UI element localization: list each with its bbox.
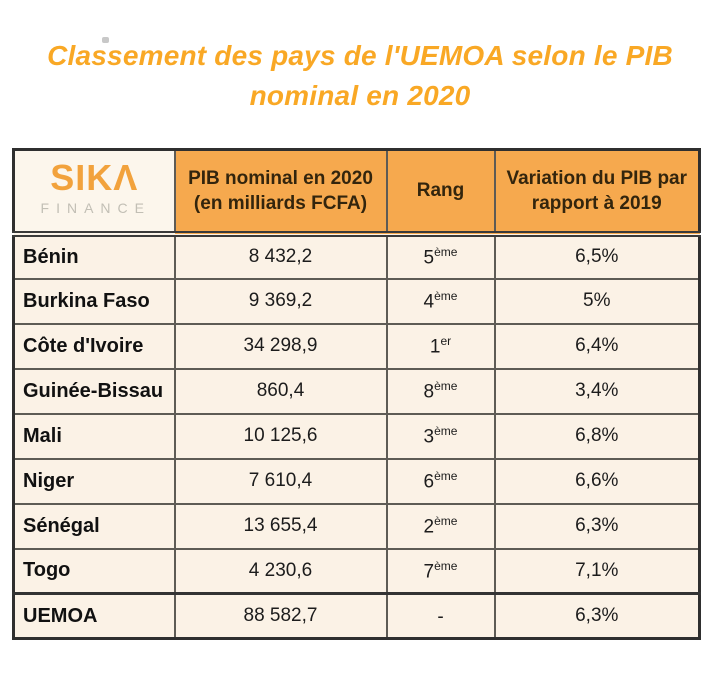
pib-cell: 4 230,6: [173, 547, 388, 595]
column-header-variation: Variation du PIB par rapport à 2019: [493, 148, 701, 237]
rank-cell: 2ème: [385, 502, 496, 550]
column-header-pib: PIB nominal en 2020 (en milliards FCFA): [173, 148, 388, 237]
table-row: Guinée-Bissau 860,4 8ème 3,4%: [12, 367, 701, 415]
table-row: Togo 4 230,6 7ème 7,1%: [12, 547, 701, 595]
pib-cell: 860,4: [173, 367, 388, 415]
pib-cell: 10 125,6: [173, 412, 388, 460]
brand-logo-cell: SIKΛ FINANCE: [12, 148, 176, 237]
country-cell: Niger: [12, 457, 176, 505]
column-header-pib-line2: (en milliards FCFA): [193, 192, 368, 214]
pib-cell: 34 298,9: [173, 322, 388, 370]
column-header-rang: Rang: [385, 148, 496, 237]
variation-cell: 6,3%: [493, 502, 701, 550]
pib-cell: 88 582,7: [173, 592, 388, 640]
rank-cell: 6ème: [385, 457, 496, 505]
table-row: Burkina Faso 9 369,2 4ème 5%: [12, 277, 701, 325]
column-header-variation-line1: Variation du PIB par: [506, 167, 688, 189]
table-row-total: UEMOA 88 582,7 - 6,3%: [12, 592, 701, 640]
country-cell: Togo: [12, 547, 176, 595]
table-row: Sénégal 13 655,4 2ème 6,3%: [12, 502, 701, 550]
pib-cell: 13 655,4: [173, 502, 388, 550]
rank-cell: 7ème: [385, 547, 496, 595]
page-title-line2: nominal en 2020: [249, 80, 471, 111]
country-cell: Côte d'Ivoire: [12, 322, 176, 370]
header-row: SIKΛ FINANCE PIB nominal en 2020 (en mil…: [12, 148, 701, 237]
variation-cell: 7,1%: [493, 547, 701, 595]
sika-logo: SIKΛ: [50, 156, 139, 198]
variation-cell: 6,3%: [493, 592, 701, 640]
country-cell: UEMOA: [12, 592, 176, 640]
variation-cell: 3,4%: [493, 367, 701, 415]
rank-cell: 5ème: [385, 232, 496, 280]
rank-cell: 8ème: [385, 367, 496, 415]
variation-cell: 6,4%: [493, 322, 701, 370]
rank-cell: 4ème: [385, 277, 496, 325]
country-cell: Guinée-Bissau: [12, 367, 176, 415]
table-row: Bénin 8 432,2 5ème 6,5%: [12, 232, 701, 280]
rank-cell: 3ème: [385, 412, 496, 460]
stray-mark: [102, 37, 109, 43]
rank-cell: 1er: [385, 322, 496, 370]
column-header-pib-line1: PIB nominal en 2020: [188, 167, 373, 189]
country-cell: Burkina Faso: [12, 277, 176, 325]
table-row: Niger 7 610,4 6ème 6,6%: [12, 457, 701, 505]
variation-cell: 6,8%: [493, 412, 701, 460]
table-row: Mali 10 125,6 3ème 6,8%: [12, 412, 701, 460]
table-row: Côte d'Ivoire 34 298,9 1er 6,4%: [12, 322, 701, 370]
pib-cell: 7 610,4: [173, 457, 388, 505]
pib-cell: 8 432,2: [173, 232, 388, 280]
gdp-ranking-table: SIKΛ FINANCE PIB nominal en 2020 (en mil…: [12, 148, 701, 640]
variation-cell: 6,5%: [493, 232, 701, 280]
page-title-line1: Classement des pays de l'UEMOA selon le …: [47, 40, 673, 71]
sika-logo-subtext: FINANCE: [40, 199, 151, 216]
variation-cell: 6,6%: [493, 457, 701, 505]
column-header-variation-line2: rapport à 2019: [531, 192, 662, 214]
rank-cell: -: [385, 592, 496, 640]
variation-cell: 5%: [493, 277, 701, 325]
page-title: Classement des pays de l'UEMOA selon le …: [0, 36, 720, 116]
country-cell: Mali: [12, 412, 176, 460]
country-cell: Sénégal: [12, 502, 176, 550]
country-cell: Bénin: [12, 232, 176, 280]
pib-cell: 9 369,2: [173, 277, 388, 325]
